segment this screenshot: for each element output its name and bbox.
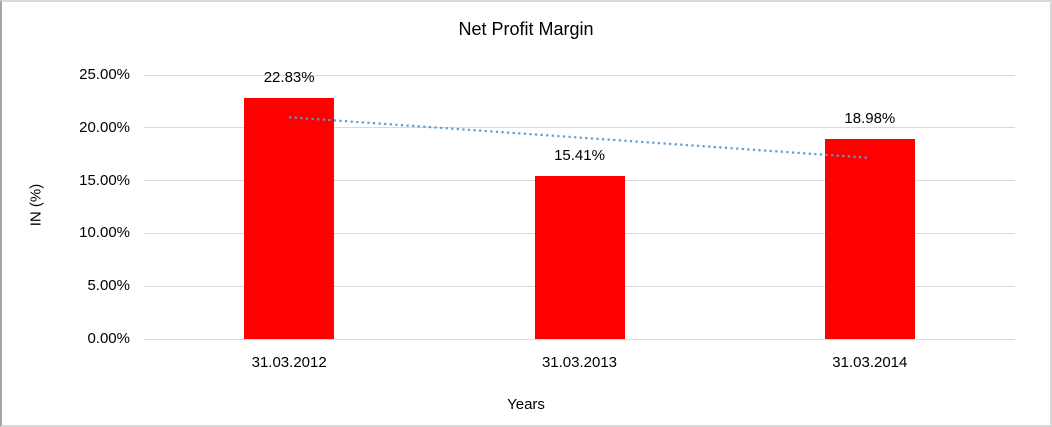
x-axis-title: Years <box>507 396 545 413</box>
trendline-dotted-line <box>289 116 870 159</box>
y-tick-label: 10.00% <box>79 224 130 242</box>
x-category-label: 31.03.2012 <box>251 354 327 371</box>
gridline <box>144 74 1015 76</box>
bar-value-label: 15.41% <box>554 147 605 165</box>
plot-area: 22.83% 15.41% 18.98% 31.03.2012 31.03.2013 3… <box>144 69 1015 371</box>
y-tick-label: 5.00% <box>87 277 130 295</box>
y-tick-label: 25.00% <box>79 66 130 83</box>
y-tick-label: 20.00% <box>79 118 130 136</box>
gridline <box>144 127 1015 129</box>
y-tick-label: 15.00% <box>79 171 130 189</box>
bar <box>244 97 335 339</box>
bar-value-label: 18.98% <box>844 109 896 127</box>
chart-title: Net Profit Margin <box>458 19 594 39</box>
bar-value-label: 22.83% <box>263 68 315 86</box>
gridline <box>144 338 1015 340</box>
y-tick-label: 0.00% <box>87 330 130 347</box>
bar <box>824 138 915 339</box>
bar <box>534 176 625 339</box>
x-category-label: 31.03.2013 <box>541 354 618 371</box>
x-category-label: 31.03.2014 <box>832 354 908 371</box>
